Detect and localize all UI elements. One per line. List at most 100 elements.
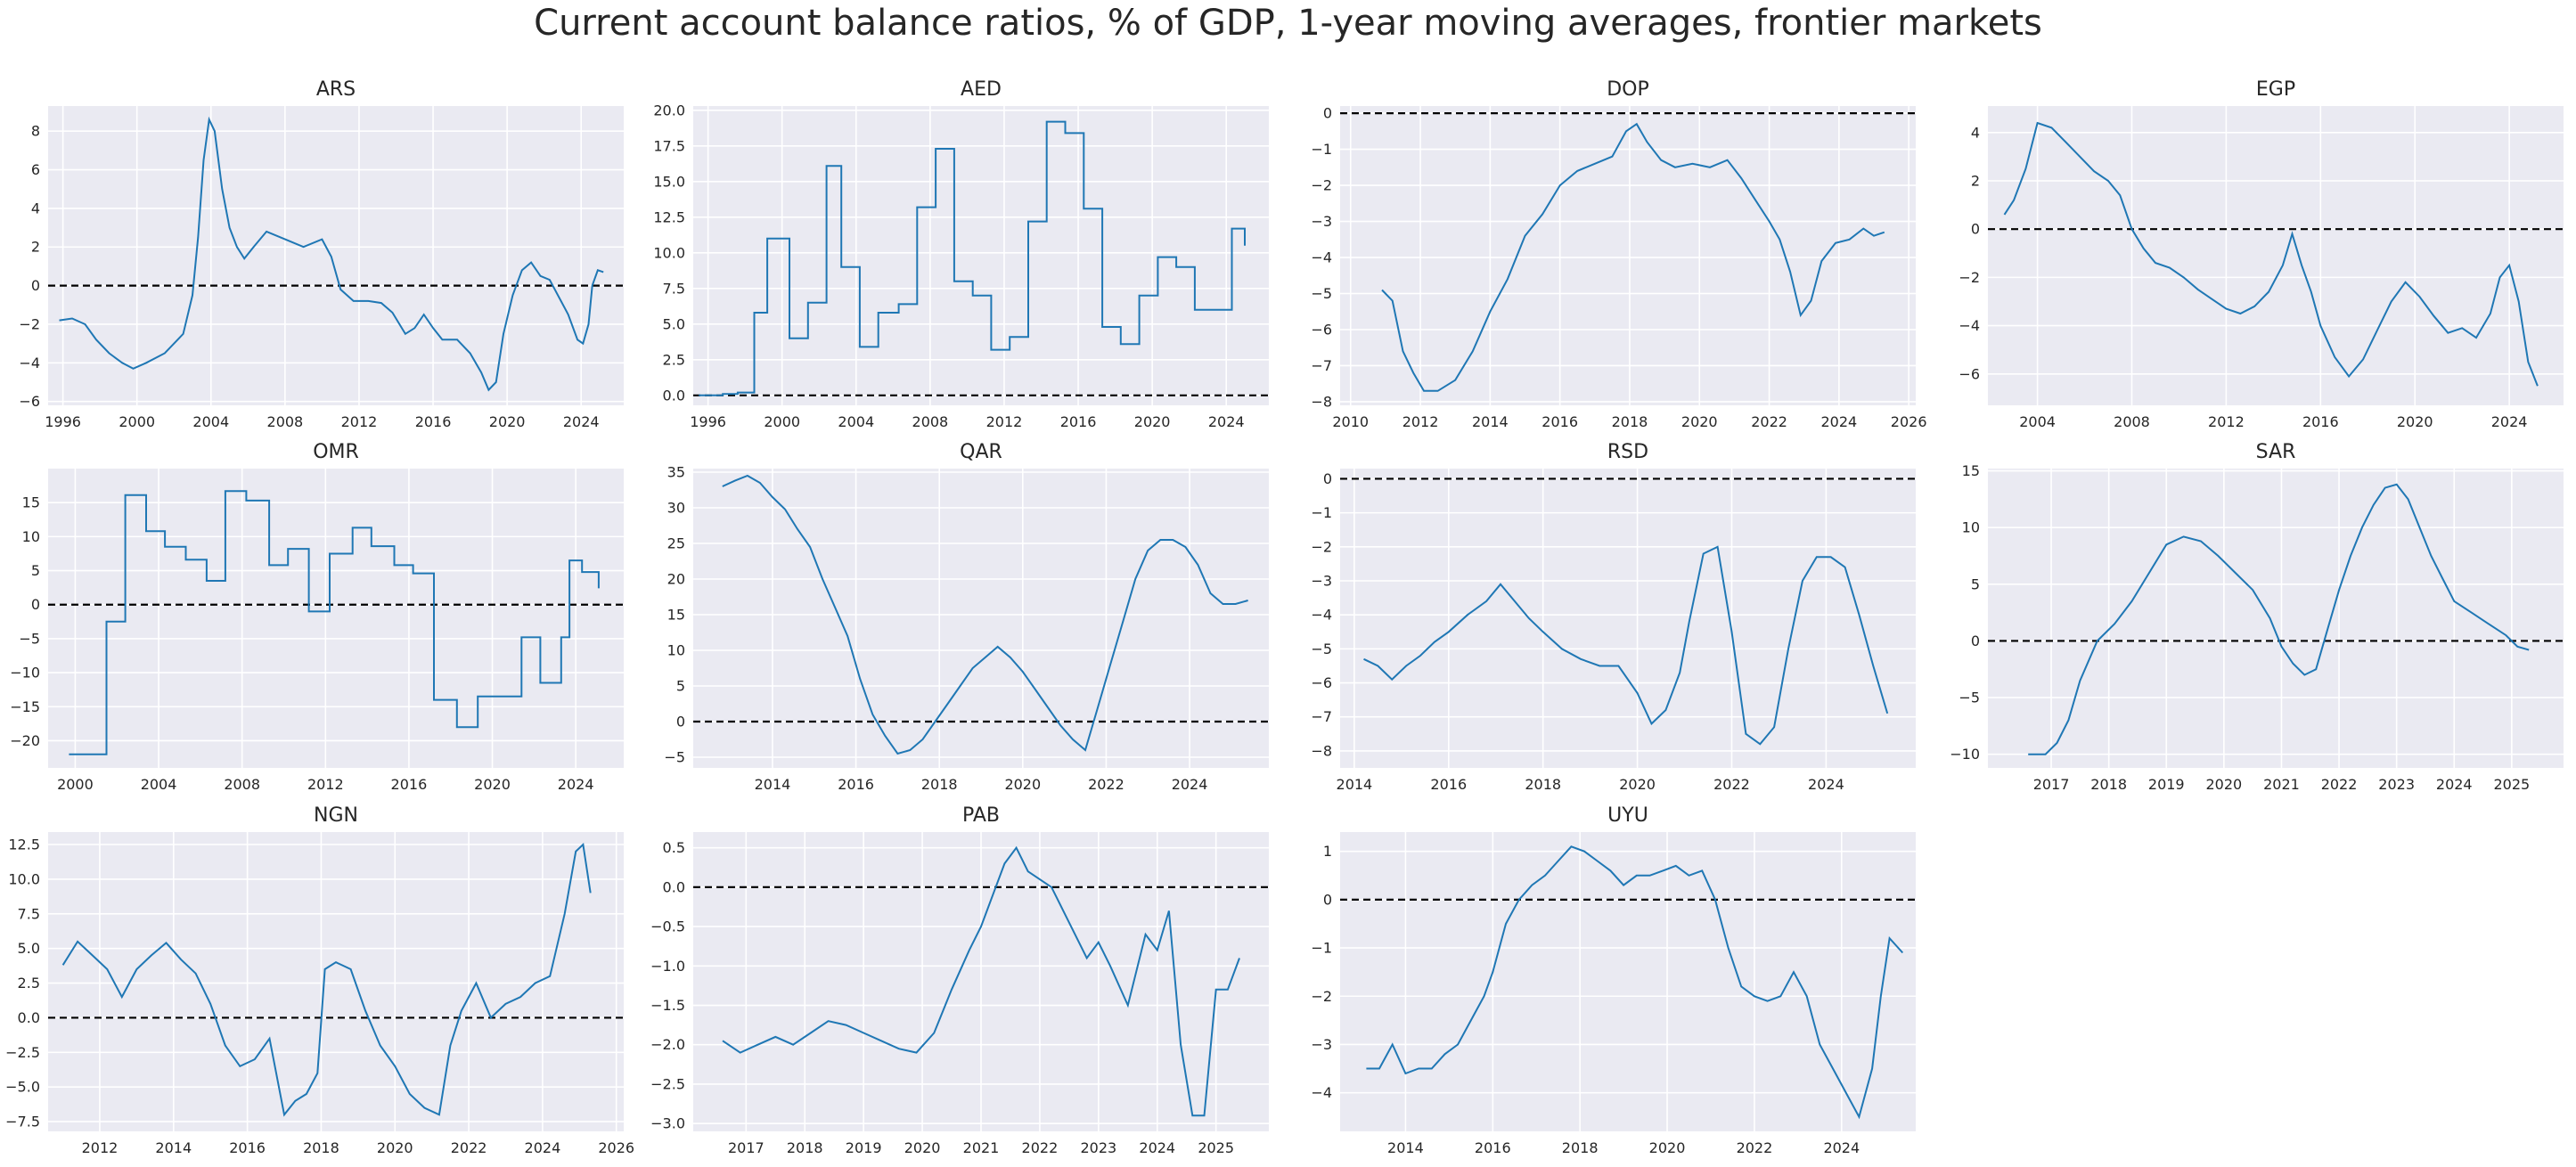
x-tick-label: 2023 [2378,776,2415,793]
y-tick-label: 10.0 [8,870,40,887]
x-tick-label: 2024 [525,1139,561,1156]
y-tick-label: −5.0 [5,1079,40,1096]
y-tick-label: 5 [31,562,40,579]
series-line [722,474,1248,755]
plot-area [1988,106,2564,405]
plot-area [1340,832,1916,1131]
subplot-title: OMR [313,441,359,463]
subplot-title: PAB [962,804,1000,827]
subplot-aed: 1996 2000 2004 2008 2012 2016 2020 2024 0.0 2.5 5.… [653,78,1269,430]
y-tick-label: 15 [667,607,685,624]
y-tick-label: 0 [1323,470,1332,487]
y-tick-label: 2 [1971,173,1980,190]
y-tick-label: 0.0 [663,878,685,895]
x-tick-label: 2022 [1713,776,1750,793]
x-tick-label: 2020 [1004,776,1041,793]
x-tick-label: 2000 [764,413,800,430]
x-tick-label: 2012 [2208,413,2245,430]
y-tick-label: −5 [1311,285,1332,302]
x-tick-label: 2004 [141,776,177,793]
subplot-title: ARS [316,78,356,101]
y-tick-label: −8 [1311,393,1332,410]
x-tick-label: 2004 [838,413,874,430]
subplot-sar: 2017 2018 2019 2020 2021 2022 2023 2024 2025 −10 −… [1950,441,2564,793]
y-tick-label: 0 [676,714,685,730]
y-tick-label: −3 [1311,213,1332,230]
plot-area [48,832,624,1131]
x-tick-label: 2018 [2090,776,2127,793]
x-tick-label: 2021 [2263,776,2300,793]
x-tick-label: 2026 [598,1139,634,1156]
y-tick-label: 1 [1323,843,1332,860]
x-tick-label: 2024 [1821,413,1858,430]
x-tick-label: 2016 [838,776,874,793]
subplot-pab: 2017 2018 2019 2020 2021 2022 2023 2024 2025 −3.0… [650,804,1269,1156]
y-tick-label: −1 [1311,141,1332,158]
x-tick-label: 2020 [2397,413,2433,430]
series-line [1363,545,1889,746]
y-tick-label: 0 [31,277,40,294]
y-tick-label: 8 [31,123,40,140]
y-tick-label: −20 [10,732,40,749]
x-tick-label: 1996 [690,413,726,430]
plot-area [48,106,624,405]
series-line [1366,845,1904,1120]
x-tick-label: 2016 [1475,1139,1511,1156]
x-tick-label: 2018 [303,1139,339,1156]
y-tick-label: 0 [1323,891,1332,908]
x-tick-label: 2020 [2206,776,2243,793]
y-tick-label: −5 [1311,641,1332,657]
y-tick-label: −7 [1311,357,1332,374]
y-tick-label: 15 [1962,462,1980,479]
y-tick-label: 0 [1323,105,1332,122]
x-tick-label: 2016 [1542,413,1578,430]
x-tick-label: 2014 [1387,1139,1424,1156]
x-tick-label: 2022 [2321,776,2358,793]
y-tick-label: −2 [1959,269,1980,286]
y-tick-label: −10 [10,665,40,681]
x-tick-label: 2014 [1472,413,1509,430]
x-tick-label: 2024 [1139,1139,1175,1156]
subplot-title: RSD [1607,441,1648,463]
y-tick-label: 7.5 [18,905,40,922]
y-tick-label: 15 [22,494,40,511]
plot-area [693,106,1269,405]
y-tick-label: 10 [1962,519,1980,536]
y-tick-label: −0.5 [650,918,685,935]
x-tick-label: 2014 [1337,776,1373,793]
plot-area [1340,106,1916,405]
subplot-title: UYU [1607,804,1648,827]
x-tick-label: 2024 [2491,413,2528,430]
y-tick-label: −3 [1311,573,1332,590]
x-tick-label: 2019 [846,1139,882,1156]
y-tick-label: −6 [1311,674,1332,691]
y-tick-label: 0.0 [18,1009,40,1026]
y-tick-label: 5 [676,678,685,695]
x-tick-label: 2020 [1134,413,1171,430]
x-tick-label: 2016 [1430,776,1467,793]
y-tick-label: 17.5 [653,137,685,154]
subplot-title: EGP [2256,78,2295,101]
x-tick-label: 2024 [563,413,600,430]
x-tick-label: 2008 [224,776,260,793]
y-tick-label: −7 [1311,708,1332,725]
y-tick-label: −2.0 [650,1036,685,1053]
subplot-uyu: 2014 2016 2018 2020 2022 2024 −4 −3 −2 −1 0 1 UYU [1311,804,1916,1156]
y-tick-label: 4 [1971,124,1980,141]
y-tick-label: 10 [22,528,40,545]
y-tick-label: −15 [10,698,40,715]
x-tick-label: 2012 [1402,413,1439,430]
y-tick-label: 6 [31,161,40,178]
x-tick-label: 2016 [391,776,428,793]
x-tick-label: 2022 [451,1139,487,1156]
y-tick-label: −1.0 [650,958,685,975]
y-tick-label: −2 [1311,988,1332,1005]
x-tick-label: 2024 [1823,1139,1860,1156]
subplot-rsd: 2014 2016 2018 2020 2022 2024 −8 −7 −6 −5 −4 −3 −2 −1… [1311,441,1916,793]
x-tick-label: 2000 [57,776,94,793]
y-tick-label: 2.5 [18,975,40,992]
x-tick-label: 2010 [1332,413,1369,430]
subplot-title: AED [961,78,1002,101]
y-tick-label: 20 [667,571,685,588]
y-tick-label: −1 [1311,940,1332,957]
